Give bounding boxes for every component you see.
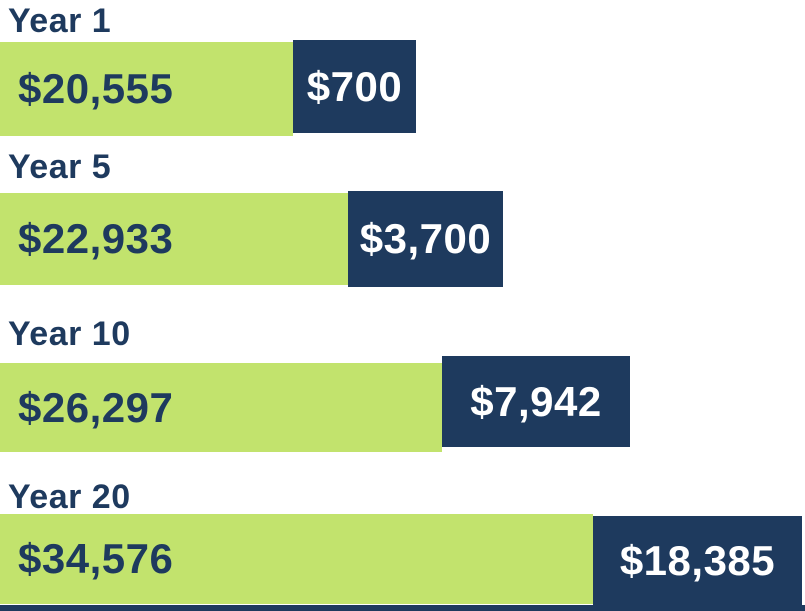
row-label: Year 10 bbox=[8, 315, 131, 353]
green-bar-segment: $20,555 bbox=[0, 42, 293, 136]
green-bar-value: $26,297 bbox=[18, 383, 174, 431]
row-label: Year 20 bbox=[8, 478, 131, 516]
green-bar-segment: $26,297 bbox=[0, 363, 442, 452]
green-bar-segment: $34,576 bbox=[0, 514, 593, 604]
navy-bar-value: $18,385 bbox=[619, 537, 776, 584]
green-bar-value: $34,576 bbox=[18, 535, 174, 582]
navy-bar-segment: $18,385 bbox=[593, 516, 802, 606]
green-bar-value: $20,555 bbox=[18, 65, 174, 112]
row-label: Year 5 bbox=[8, 148, 112, 186]
green-bar-segment: $22,933 bbox=[0, 193, 348, 285]
navy-bar-value: $3,700 bbox=[359, 215, 492, 262]
navy-bar-value: $7,942 bbox=[470, 377, 602, 425]
green-bar-value: $22,933 bbox=[18, 215, 174, 262]
row-label: Year 1 bbox=[8, 2, 112, 40]
navy-bar-segment: $3,700 bbox=[348, 191, 503, 287]
navy-bar-segment: $7,942 bbox=[442, 356, 630, 447]
cropped-next-row-strip bbox=[0, 605, 805, 611]
navy-bar-value: $700 bbox=[306, 62, 403, 110]
navy-bar-segment: $700 bbox=[293, 40, 416, 133]
